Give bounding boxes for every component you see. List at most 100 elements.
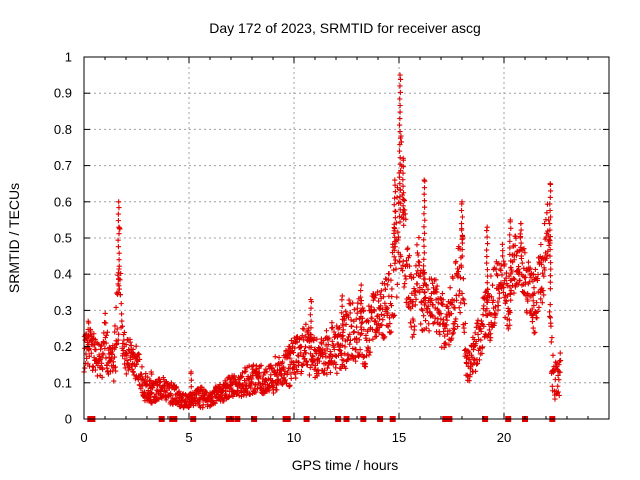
data-point: [258, 362, 264, 368]
data-point: [449, 301, 455, 308]
y-tick-label: 0.1: [54, 375, 72, 390]
data-point: [499, 272, 505, 278]
data-point: [397, 168, 404, 174]
data-point: [315, 367, 321, 373]
data-point: [114, 340, 120, 347]
data-point: [350, 300, 356, 306]
data-point: [127, 339, 133, 345]
data-point: [518, 220, 524, 227]
data-point: [362, 364, 369, 370]
data-point: [397, 161, 403, 167]
data-point: [351, 329, 357, 335]
data-point: [532, 329, 538, 335]
y-tick-label: 0.8: [54, 122, 72, 137]
data-point: [421, 191, 427, 197]
data-point: [394, 294, 400, 300]
data-point: [388, 302, 395, 309]
data-point: [401, 216, 407, 222]
data-point: [518, 246, 524, 253]
data-point: [507, 232, 513, 238]
data-point: [489, 282, 496, 288]
data-point: [246, 363, 252, 369]
data-point: [223, 388, 229, 394]
data-point: [288, 337, 295, 344]
data-point: [472, 330, 478, 336]
data-point: [511, 257, 517, 263]
data-point: [421, 256, 427, 262]
data-point: [139, 364, 145, 370]
y-axis-label: SRMTID / TECUs: [6, 183, 22, 293]
data-point: [115, 337, 121, 343]
data-point: [375, 289, 381, 295]
data-point: [518, 227, 524, 233]
data-point: [114, 326, 120, 332]
data-point: [144, 382, 150, 388]
data-point: [118, 270, 124, 277]
data-point: [459, 290, 465, 297]
data-point: [433, 286, 439, 292]
data-point: [247, 391, 253, 397]
x-tick-label: 10: [287, 430, 301, 445]
data-point: [342, 344, 348, 350]
data-point: [535, 271, 541, 278]
data-point: [450, 275, 456, 281]
data-point: [250, 362, 256, 368]
data-point: [408, 272, 414, 278]
data-point: [459, 199, 465, 205]
data-point: [459, 246, 465, 253]
data-point: [124, 352, 130, 358]
data-point: [410, 299, 416, 305]
data-point: [484, 260, 490, 266]
data-point: [292, 363, 298, 369]
data-point: [243, 368, 249, 374]
data-point: [272, 354, 278, 360]
data-point: [401, 196, 407, 202]
data-point: [392, 189, 398, 195]
data-point: [88, 350, 94, 356]
data-point: [116, 199, 122, 205]
data-point: [128, 342, 134, 349]
data-point: [453, 258, 459, 265]
data-point: [356, 337, 362, 343]
data-point: [148, 384, 154, 390]
data-point: [538, 296, 544, 302]
data-point: [466, 378, 472, 384]
data-point: [298, 350, 304, 356]
data-point: [279, 359, 286, 365]
data-point: [308, 338, 314, 344]
data-point: [508, 258, 514, 264]
data-point: [458, 300, 464, 306]
x-tick-label: 5: [185, 430, 192, 445]
data-point: [360, 354, 366, 360]
data-point: [308, 305, 314, 311]
data-point: [115, 211, 121, 217]
data-point: [102, 334, 108, 341]
data-point: [403, 299, 409, 306]
data-point: [238, 375, 244, 381]
x-tick-label: 20: [497, 430, 511, 445]
data-point: [459, 253, 465, 259]
data-point: [536, 304, 542, 310]
data-point: [407, 320, 414, 326]
data-point: [196, 391, 202, 397]
data-point: [512, 284, 518, 290]
data-point: [388, 329, 394, 335]
data-point: [391, 202, 397, 208]
data-point: [392, 215, 398, 221]
data-point: [349, 353, 356, 359]
data-point: [334, 323, 340, 329]
data-point: [392, 260, 398, 266]
data-point: [347, 337, 354, 344]
data-point: [111, 354, 118, 360]
data-point: [414, 281, 420, 287]
data-point: [354, 310, 360, 316]
data-point: [270, 390, 277, 396]
data-point: [412, 323, 418, 329]
data-point: [458, 220, 465, 227]
data-point: [547, 201, 553, 207]
data-point: [358, 314, 364, 320]
data-point: [541, 220, 548, 227]
data-point: [471, 356, 477, 362]
data-point: [495, 307, 501, 313]
data-point: [375, 313, 381, 319]
